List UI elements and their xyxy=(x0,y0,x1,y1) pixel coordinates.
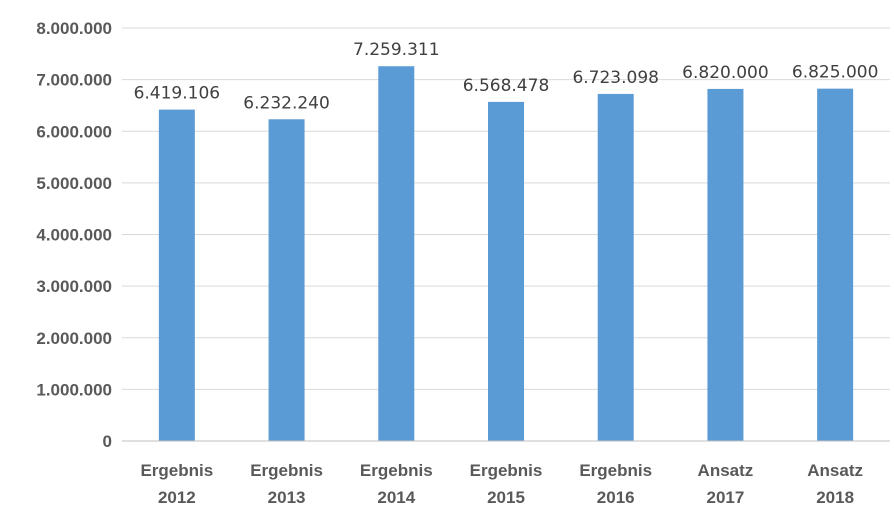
y-tick-label: 4.000.000 xyxy=(36,226,112,245)
bar xyxy=(597,93,634,441)
bar xyxy=(378,66,415,441)
y-axis: 0 1.000.000 2.000.000 3.000.000 4.000.000 5.0… xyxy=(36,19,112,451)
x-tick-label: 2018 xyxy=(816,488,854,507)
y-tick-label: 6.000.000 xyxy=(36,122,112,141)
bar xyxy=(158,109,195,442)
y-tick-label: 3.000.000 xyxy=(36,277,112,296)
y-tick-label: 8.000.000 xyxy=(36,19,112,38)
data-label: 6.232.240 xyxy=(243,93,330,113)
bar xyxy=(707,88,744,441)
x-tick-label: Ansatz xyxy=(698,461,754,480)
x-tick-label: Ansatz xyxy=(807,461,863,480)
y-tick-label: 5.000.000 xyxy=(36,174,112,193)
x-tick-label: Ergebnis xyxy=(140,461,213,480)
y-tick-label: 2.000.000 xyxy=(36,329,112,348)
data-label: 6.419.106 xyxy=(134,84,221,104)
x-tick-label: 2016 xyxy=(597,488,635,507)
x-tick-label: Ergebnis xyxy=(470,461,543,480)
x-tick-label: Ergebnis xyxy=(250,461,323,480)
x-tick-label: 2014 xyxy=(377,488,415,507)
x-tick-label: 2015 xyxy=(487,488,525,507)
x-tick-label: 2017 xyxy=(707,488,745,507)
x-tick-label: Ergebnis xyxy=(360,461,433,480)
data-labels: 6.419.106 6.232.240 7.259.311 6.568.478 6.72… xyxy=(134,40,879,113)
bar xyxy=(488,101,524,442)
bar xyxy=(268,119,305,441)
bar xyxy=(817,88,854,442)
x-tick-label: Ergebnis xyxy=(579,461,652,480)
data-label: 6.820.000 xyxy=(682,63,769,83)
data-label: 6.568.478 xyxy=(463,76,550,96)
y-tick-label: 1.000.000 xyxy=(36,380,112,399)
x-axis: Ergebnis 2012 Ergebnis 2013 Ergebnis 2014 Erge… xyxy=(122,440,890,507)
y-tick-label: 0 xyxy=(103,432,112,451)
data-label: 6.825.000 xyxy=(792,63,879,83)
data-label: 6.723.098 xyxy=(572,68,659,88)
data-label: 7.259.311 xyxy=(353,40,440,60)
x-tick-label: 2013 xyxy=(268,488,306,507)
bars xyxy=(158,66,854,442)
y-tick-label: 7.000.000 xyxy=(36,71,112,90)
x-tick-label: 2012 xyxy=(158,488,196,507)
